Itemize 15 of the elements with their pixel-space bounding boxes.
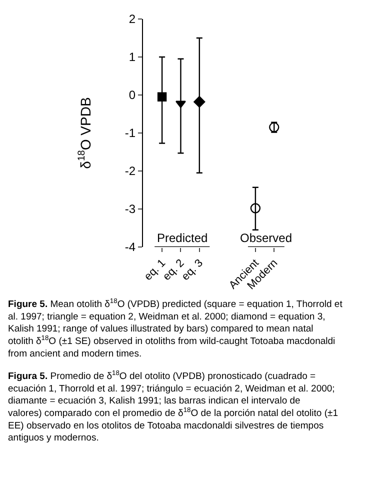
point	[157, 92, 167, 102]
y-tick-label: -3	[124, 202, 136, 216]
y-tick-label: 1	[128, 50, 136, 64]
annotation: Predicted	[157, 231, 208, 245]
y-tick-label: 0	[128, 88, 136, 102]
y-tick-label: 2	[128, 12, 136, 26]
text: Figura 5. Promedio de δ$^{18}$O del otolito (VPDB) pronosticado (cuadrado = ecuación 1, Thorrold et al. 1997; triángulo = ecuación 2, Weidman et al. 2000; diamante = ecuación 3, Kalish 1991; las barras indican el intervalo de valores) comparado con el promedio de δ$^{18}$O de la porción natal del otolito (±1 EE) observado en los otolitos de Totoaba macdonaldi silvestres de tiempos antiguos y modernos.	[8, 370, 338, 444]
text: Figure 5. Mean otolith δ$^{18}$O (VPDB) predicted (square = equation 1, Thorrold et al. 1997; triangle = equation 2, Weidman et al. 2000; diamond = equation 3, Kalish 1991; range of values illustrated by bars) compared to mean natal otolith δ$^{18}$O (±1 SE) observed in otoliths from wild-caught Totoaba macdonaldi from ancient and modern times.	[8, 298, 342, 360]
point	[194, 96, 206, 108]
point	[250, 203, 261, 214]
y-tick-label: -4	[124, 240, 136, 254]
y-tick-label: -2	[124, 164, 136, 178]
y-tick-label: -1	[124, 126, 136, 140]
point	[176, 100, 186, 108]
annotation: Observed	[240, 231, 292, 245]
